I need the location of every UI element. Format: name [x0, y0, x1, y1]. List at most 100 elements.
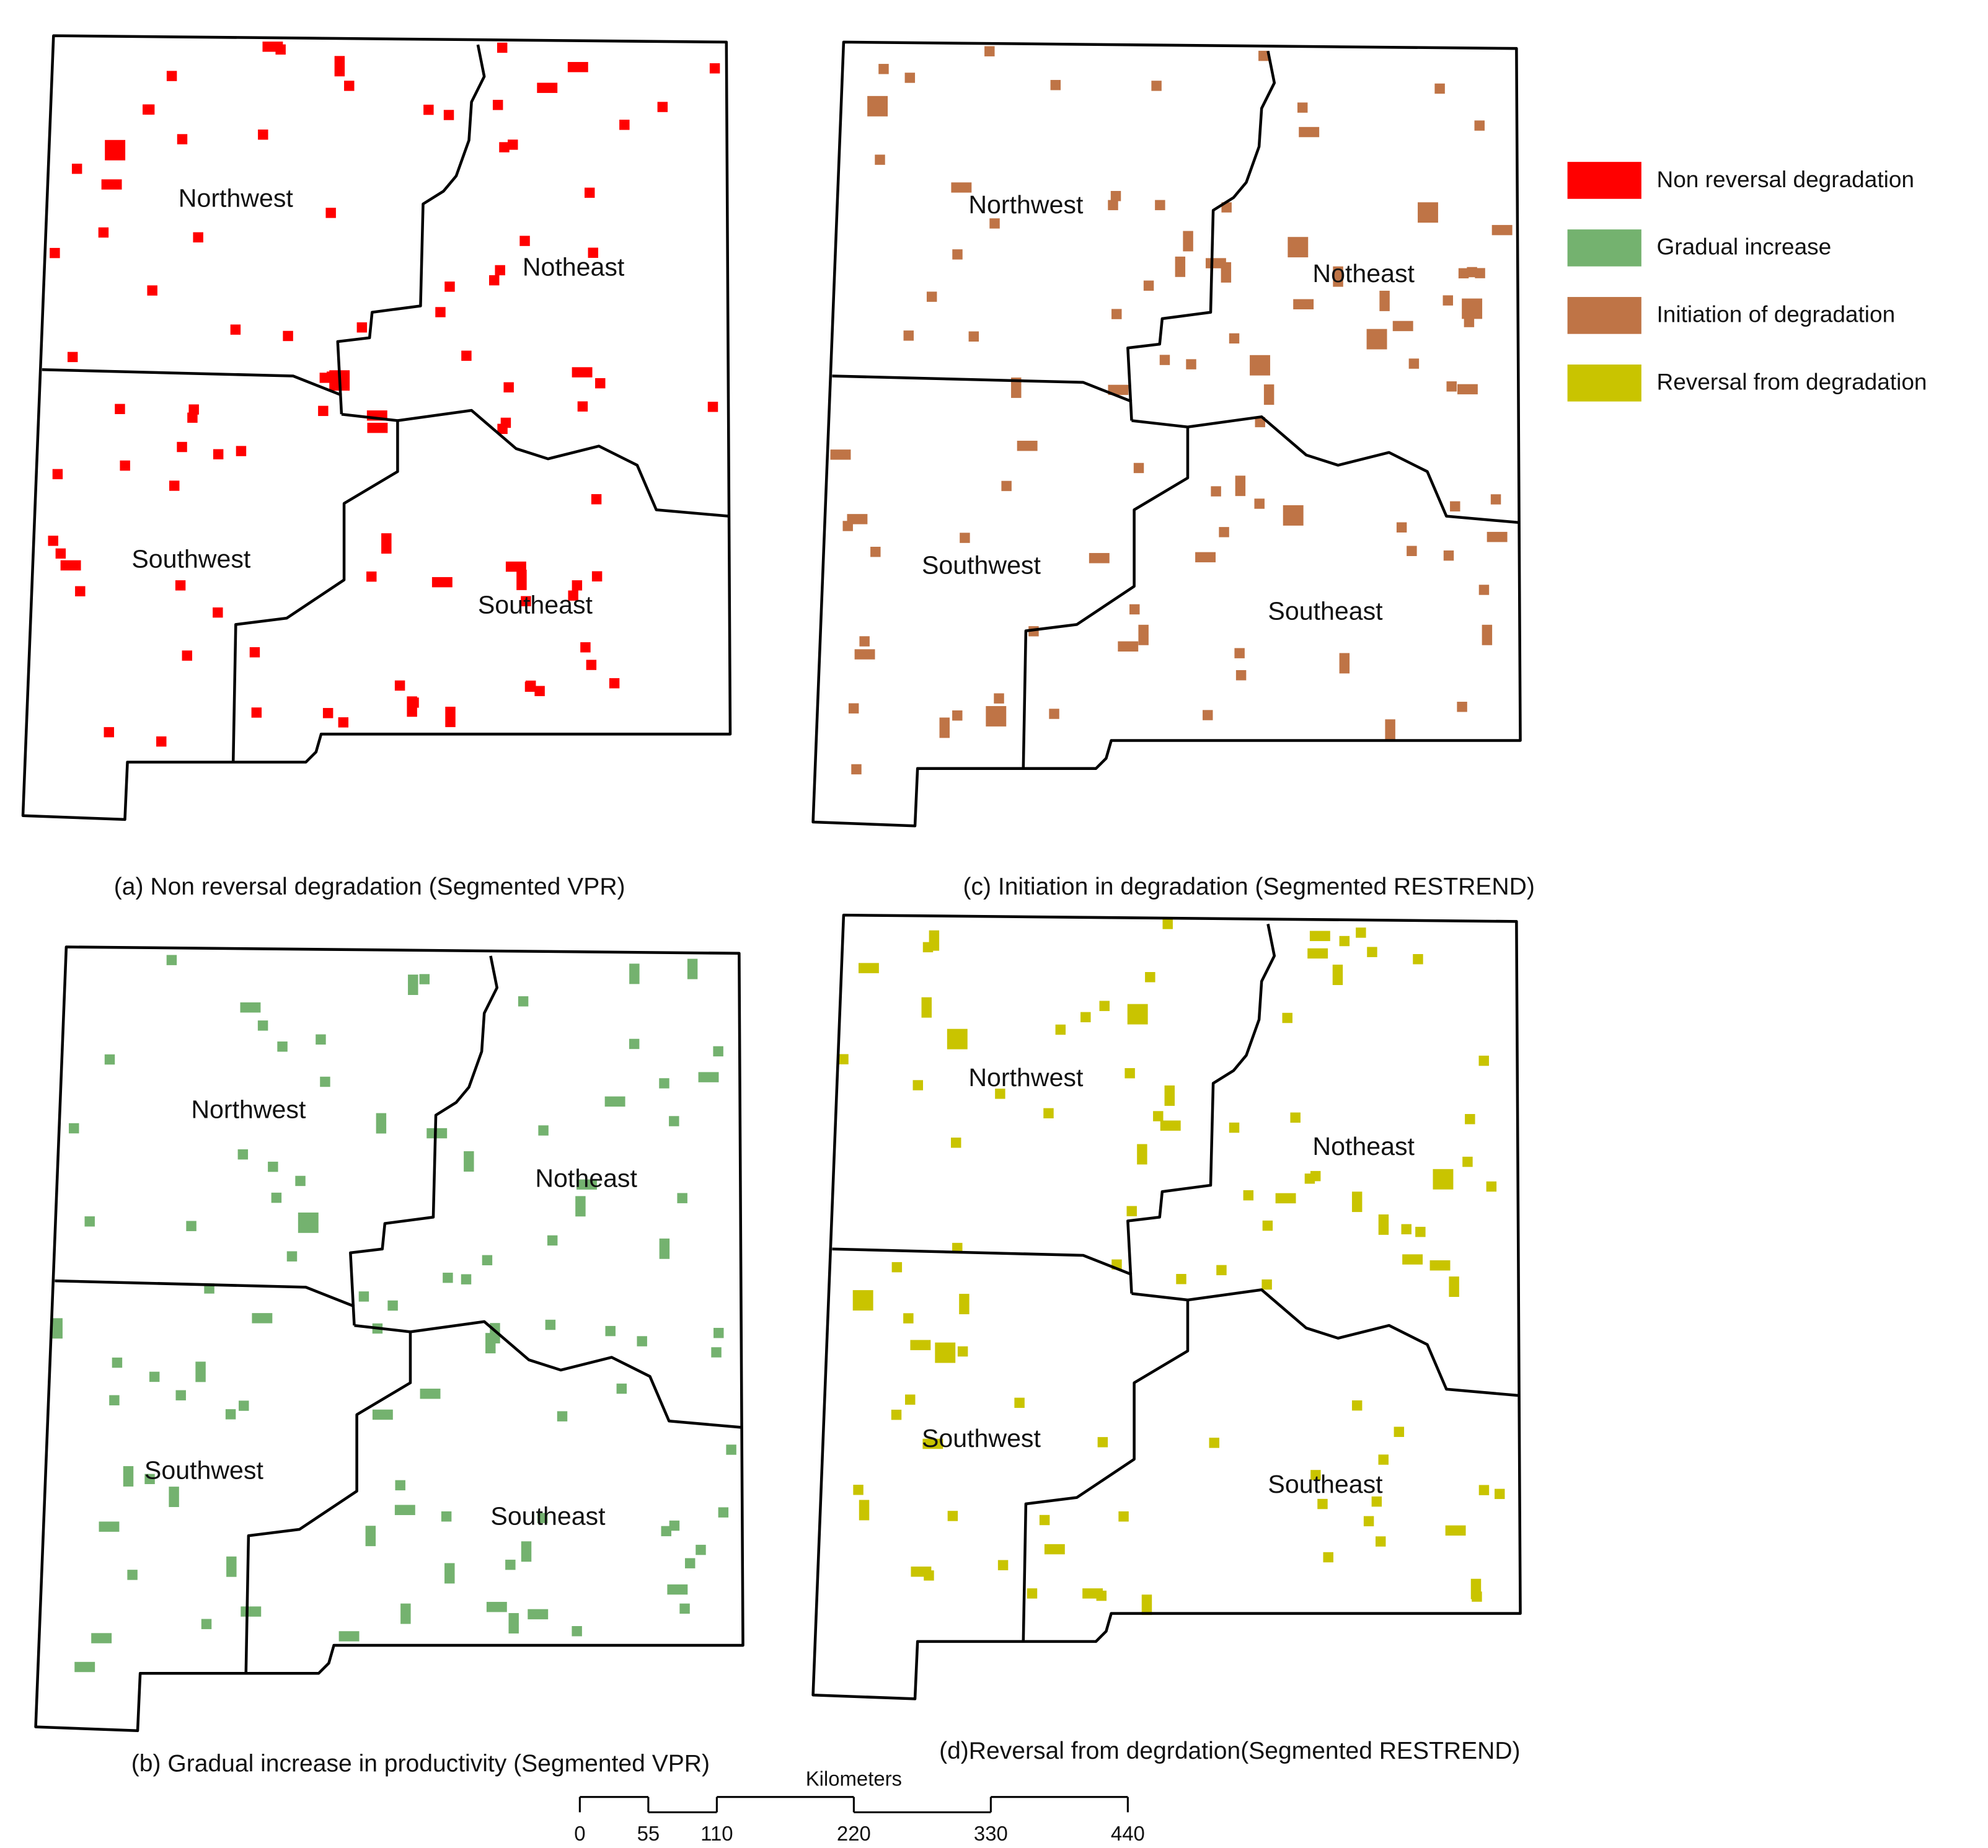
pixel	[1457, 701, 1467, 712]
pixel	[1221, 262, 1232, 283]
pixel	[852, 1290, 873, 1311]
pixel	[1310, 1470, 1321, 1480]
region-label: Southeast	[478, 590, 593, 619]
pixel	[935, 1342, 956, 1363]
pixel	[1183, 231, 1193, 252]
pixel	[482, 1255, 493, 1266]
map-outline	[813, 915, 1521, 1699]
pixel	[258, 129, 268, 140]
pixel	[486, 1601, 507, 1612]
pixel	[1099, 1001, 1110, 1011]
pixel	[241, 1606, 262, 1617]
pixel	[521, 596, 531, 606]
pixel	[67, 351, 78, 363]
pixel	[1261, 1279, 1272, 1290]
pixel	[709, 63, 720, 74]
pixel	[1097, 1437, 1108, 1448]
pixel	[595, 378, 606, 389]
pixel	[1351, 1400, 1363, 1411]
region-label: Notheast	[535, 1164, 637, 1193]
pixel	[1195, 552, 1216, 563]
pixel	[1203, 710, 1213, 720]
pixel	[1478, 585, 1490, 595]
legend-label: Reversal from degradation	[1657, 369, 1927, 395]
pixel	[669, 1520, 680, 1531]
pixel	[904, 73, 916, 83]
pixel	[1209, 1438, 1219, 1448]
pixel	[1464, 317, 1475, 327]
pixel	[1283, 505, 1304, 526]
legend-label: Non reversal degradation	[1657, 167, 1914, 192]
pixel	[1039, 1514, 1050, 1526]
pixel	[657, 102, 668, 112]
pixel	[616, 1383, 627, 1394]
pixel	[604, 1096, 625, 1107]
pixel	[1445, 1525, 1466, 1536]
pixel	[986, 705, 1007, 727]
pixel	[344, 81, 355, 91]
pixel	[230, 324, 241, 335]
pixel	[1495, 1488, 1505, 1500]
pixel	[591, 494, 602, 505]
pixel	[1235, 670, 1247, 681]
pixel	[187, 412, 198, 423]
pixel	[1462, 298, 1483, 319]
legend-swatch	[1567, 229, 1641, 267]
pixel	[1050, 79, 1061, 91]
pixel	[1043, 1108, 1054, 1119]
pixel	[1235, 475, 1246, 497]
pixel	[1413, 954, 1423, 965]
pixel	[334, 56, 345, 77]
pixel	[461, 1274, 472, 1284]
pixel	[1339, 935, 1350, 947]
pixel	[1333, 266, 1343, 287]
pixel	[444, 1563, 455, 1584]
pixel	[1153, 1111, 1164, 1121]
pixel	[1124, 1068, 1135, 1079]
pixel	[575, 1196, 586, 1217]
pixel	[376, 1113, 387, 1134]
pixel	[495, 265, 505, 276]
pixel	[426, 1128, 448, 1139]
pixel	[903, 1313, 914, 1324]
pixel	[922, 1438, 943, 1449]
pixel	[853, 1485, 864, 1495]
legend-label: Gradual increase	[1657, 234, 1832, 260]
pixel	[538, 1125, 549, 1136]
pixel	[50, 247, 60, 259]
pixel	[1309, 931, 1330, 942]
pixel	[698, 1072, 719, 1082]
pixel	[684, 1558, 696, 1568]
pixel	[431, 577, 453, 588]
pixel	[1433, 1169, 1454, 1190]
pixel	[669, 1116, 679, 1126]
pixel	[298, 1212, 319, 1233]
pixel	[193, 232, 203, 243]
pixel	[188, 404, 199, 415]
pixel	[521, 1541, 532, 1562]
pixel	[143, 104, 153, 115]
pixel	[687, 958, 698, 979]
pixel	[74, 1661, 95, 1673]
pixel	[149, 1371, 160, 1382]
pixel	[1482, 624, 1493, 645]
pixel	[52, 1318, 63, 1339]
region-label: Northwest	[968, 190, 1084, 219]
pixel	[1401, 1224, 1411, 1235]
pixel	[867, 95, 888, 117]
pixel	[366, 571, 377, 582]
pixel	[1111, 309, 1122, 319]
pixel	[464, 1151, 474, 1172]
pixel	[891, 1409, 902, 1420]
pixel	[252, 1313, 273, 1324]
pixel	[516, 569, 527, 590]
pixel	[251, 707, 262, 718]
pixel	[586, 660, 597, 670]
pixel	[1491, 224, 1513, 236]
pixel	[1378, 1214, 1389, 1235]
pixel	[1243, 1190, 1254, 1201]
region-label: Southeast	[1268, 1470, 1383, 1498]
pixel	[325, 208, 336, 218]
pixel	[1450, 501, 1460, 512]
